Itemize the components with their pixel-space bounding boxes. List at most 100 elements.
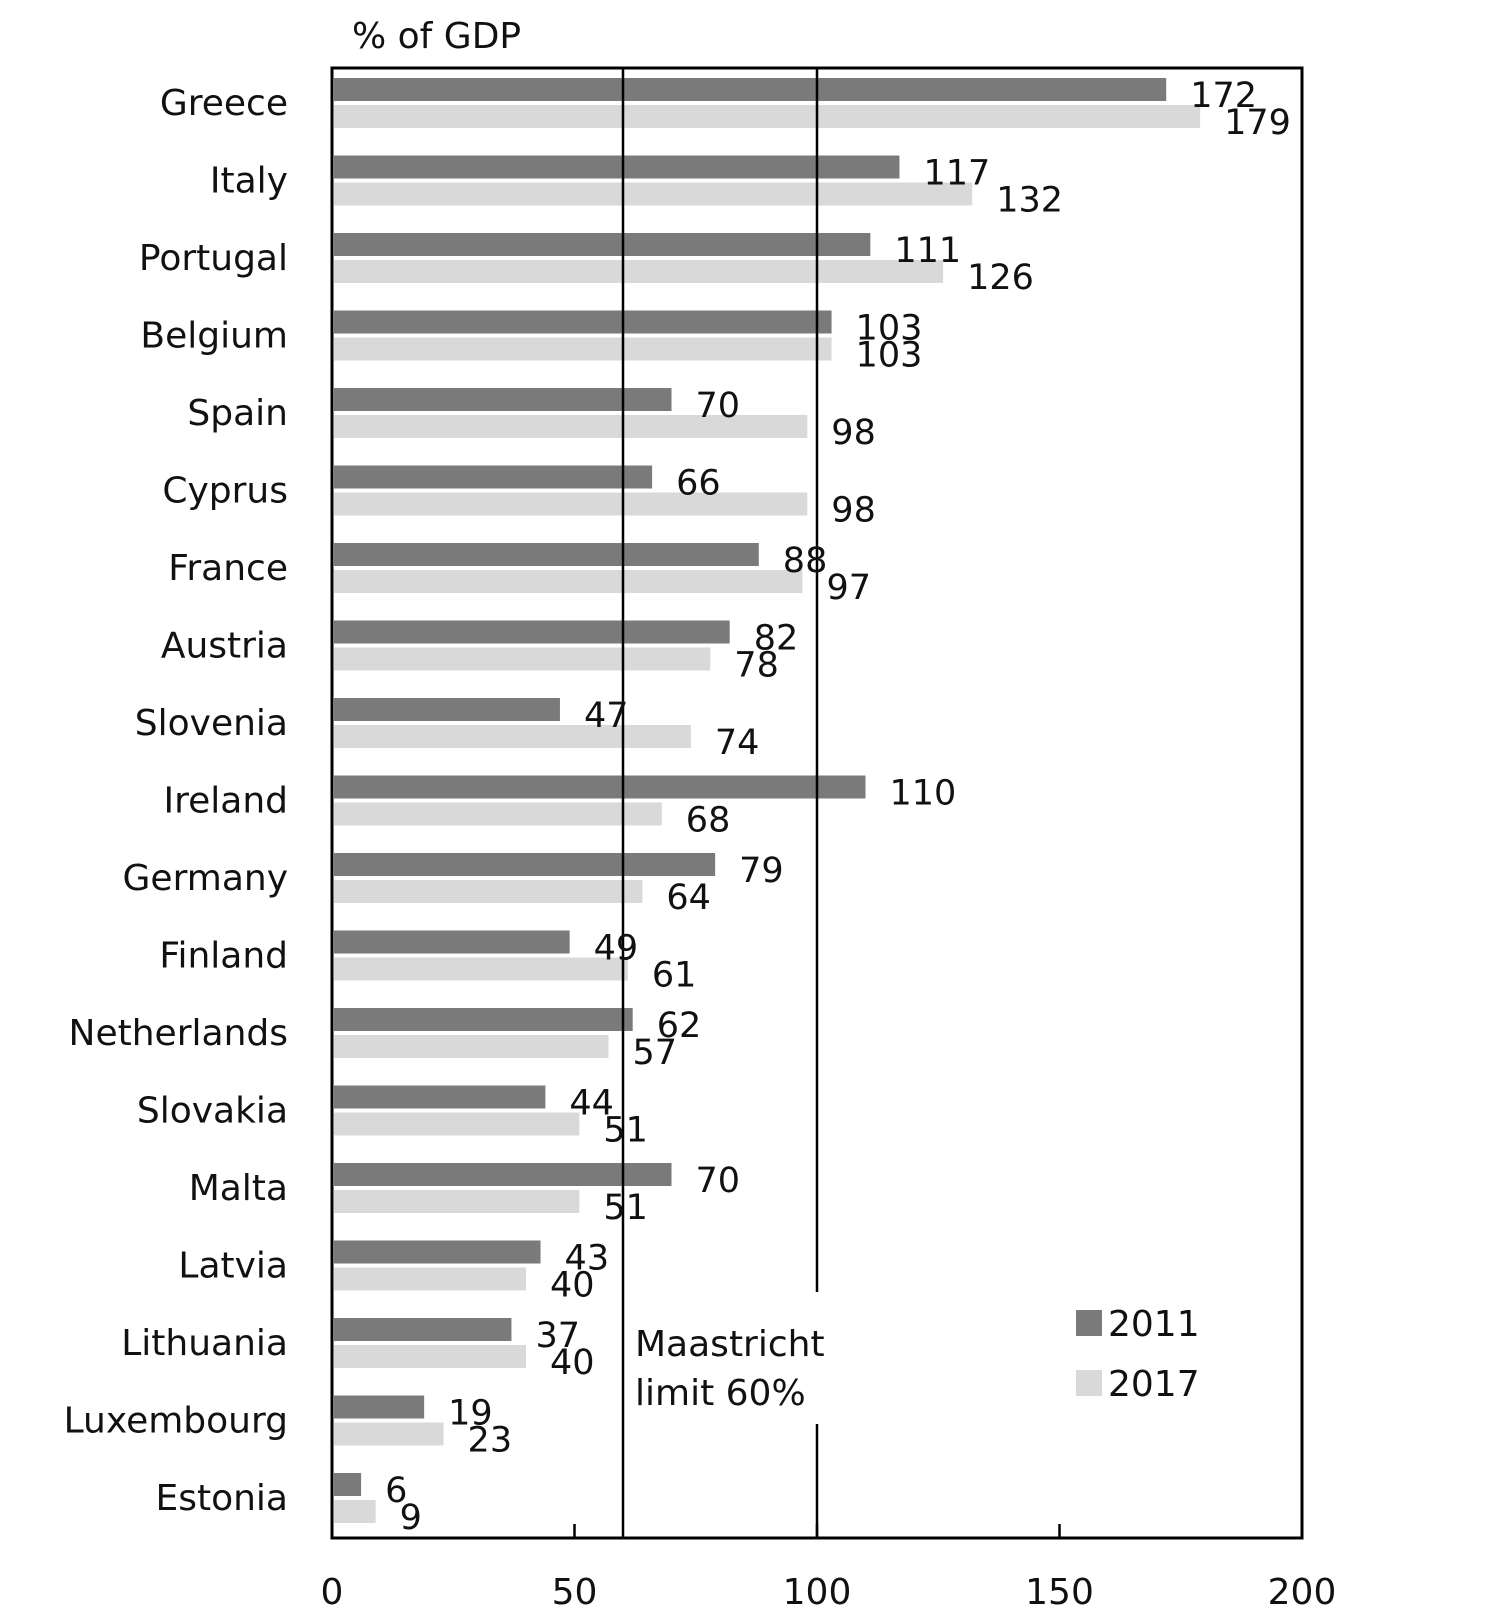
value-label-estonia-2011: 6: [385, 1471, 407, 1511]
bar-estonia-2017: [334, 1500, 376, 1523]
value-label-slovenia-2011: 47: [584, 696, 629, 736]
value-label-finland-2011: 49: [594, 929, 639, 969]
category-label-italy: Italy: [210, 161, 288, 202]
value-label-finland-2017: 61: [652, 956, 697, 996]
category-label-slovenia: Slovenia: [135, 703, 288, 744]
value-label-lithuania-2017: 40: [550, 1343, 595, 1383]
bar-belgium-2017: [334, 337, 832, 361]
value-label-germany-2017: 64: [666, 878, 711, 918]
x-tick-label-100: 100: [783, 1572, 852, 1613]
bar-cyprus-2011: [334, 465, 653, 489]
category-label-finland: Finland: [159, 936, 288, 977]
maastricht-label-line-2: limit 60%: [635, 1373, 806, 1414]
value-label-belgium-2011: 103: [856, 309, 923, 349]
category-label-ireland: Ireland: [163, 781, 288, 822]
value-label-france-2017: 97: [826, 568, 871, 608]
bar-ireland-2011: [334, 775, 866, 799]
category-label-germany: Germany: [123, 858, 288, 899]
x-axis-ticks: 0 50 100 150 200: [321, 1524, 1337, 1613]
bar-cyprus-2017: [334, 492, 808, 516]
bars-layer: [334, 78, 1201, 1523]
category-label-france: France: [168, 548, 288, 589]
bar-slovakia-2017: [334, 1112, 580, 1136]
bar-germany-2017: [334, 880, 643, 903]
bar-slovakia-2011: [334, 1085, 546, 1109]
bar-malta-2017: [334, 1190, 580, 1213]
legend: 2011 2017: [1076, 1304, 1200, 1405]
value-label-cyprus-2017: 98: [831, 491, 876, 531]
category-labels: Greece Italy Portugal Belgium Spain Cyprus Fra…: [64, 83, 288, 1519]
category-label-luxembourg: Luxembourg: [64, 1401, 288, 1442]
category-label-portugal: Portugal: [139, 238, 288, 279]
bar-italy-2017: [334, 182, 973, 206]
bar-luxembourg-2011: [334, 1395, 425, 1419]
legend-label-2017: 2017: [1108, 1364, 1200, 1405]
category-label-cyprus: Cyprus: [162, 471, 288, 512]
value-label-malta-2017: 51: [603, 1188, 648, 1228]
value-label-slovakia-2017: 51: [603, 1111, 648, 1151]
value-label-belgium-2017: 103: [856, 336, 923, 376]
value-label-ireland-2017: 68: [686, 801, 731, 841]
bar-slovenia-2011: [334, 698, 560, 721]
x-tick-label-0: 0: [321, 1572, 344, 1613]
bar-belgium-2011: [334, 310, 832, 334]
value-label-spain-2017: 98: [831, 413, 876, 453]
bar-portugal-2011: [334, 233, 871, 256]
bar-latvia-2011: [334, 1240, 541, 1264]
category-label-estonia: Estonia: [155, 1478, 288, 1519]
legend-swatch-2017: [1076, 1370, 1102, 1396]
maastricht-label-line-1: Maastricht: [635, 1324, 825, 1365]
bar-netherlands-2017: [334, 1035, 609, 1058]
value-labels: 1721791171321111261031037098669888978278…: [385, 76, 1291, 1538]
bar-italy-2011: [334, 155, 900, 179]
bar-latvia-2017: [334, 1267, 526, 1291]
category-label-greece: Greece: [160, 83, 288, 124]
bar-austria-2017: [334, 647, 711, 671]
bar-slovenia-2017: [334, 725, 691, 748]
value-label-italy-2011: 117: [923, 154, 990, 194]
bar-lithuania-2011: [334, 1318, 512, 1341]
bar-netherlands-2011: [334, 1008, 633, 1031]
category-label-slovakia: Slovakia: [137, 1091, 288, 1132]
value-label-france-2011: 88: [783, 541, 828, 581]
bar-finland-2017: [334, 957, 628, 981]
value-label-austria-2017: 78: [734, 646, 779, 686]
value-label-greece-2017: 179: [1224, 103, 1291, 143]
value-label-malta-2011: 70: [696, 1161, 741, 1201]
value-label-greece-2011: 172: [1190, 76, 1257, 116]
legend-swatch-2011: [1076, 1310, 1102, 1336]
bar-ireland-2017: [334, 802, 662, 826]
x-tick-label-200: 200: [1268, 1572, 1337, 1613]
value-label-latvia-2011: 43: [565, 1239, 610, 1279]
value-label-netherlands-2011: 62: [657, 1006, 702, 1046]
value-label-italy-2017: 132: [996, 181, 1063, 221]
value-label-portugal-2011: 111: [894, 231, 961, 271]
bar-austria-2011: [334, 620, 730, 644]
x-tick-label-50: 50: [552, 1572, 598, 1613]
value-label-germany-2011: 79: [739, 851, 784, 891]
bar-malta-2011: [334, 1163, 672, 1186]
unit-label: % of GDP: [352, 16, 521, 57]
category-label-spain: Spain: [187, 393, 288, 434]
bar-france-2017: [334, 570, 803, 593]
value-label-slovenia-2017: 74: [715, 723, 760, 763]
value-label-luxembourg-2017: 23: [468, 1421, 513, 1461]
value-label-slovakia-2011: 44: [569, 1084, 614, 1124]
value-label-luxembourg-2011: 19: [448, 1394, 493, 1434]
bar-portugal-2017: [334, 260, 944, 283]
bar-lithuania-2017: [334, 1345, 526, 1368]
value-label-estonia-2017: 9: [400, 1498, 422, 1538]
value-label-latvia-2017: 40: [550, 1266, 595, 1306]
bar-estonia-2011: [334, 1473, 362, 1496]
value-label-ireland-2011: 110: [890, 774, 957, 814]
value-label-austria-2011: 82: [754, 619, 799, 659]
value-label-lithuania-2011: 37: [535, 1316, 580, 1356]
x-tick-label-150: 150: [1025, 1572, 1094, 1613]
value-label-portugal-2017: 126: [967, 258, 1034, 298]
value-label-netherlands-2017: 57: [632, 1033, 677, 1073]
bar-greece-2017: [334, 105, 1201, 128]
category-label-belgium: Belgium: [140, 316, 288, 357]
bar-spain-2011: [334, 388, 672, 411]
category-label-malta: Malta: [189, 1168, 288, 1209]
bar-germany-2011: [334, 853, 716, 876]
